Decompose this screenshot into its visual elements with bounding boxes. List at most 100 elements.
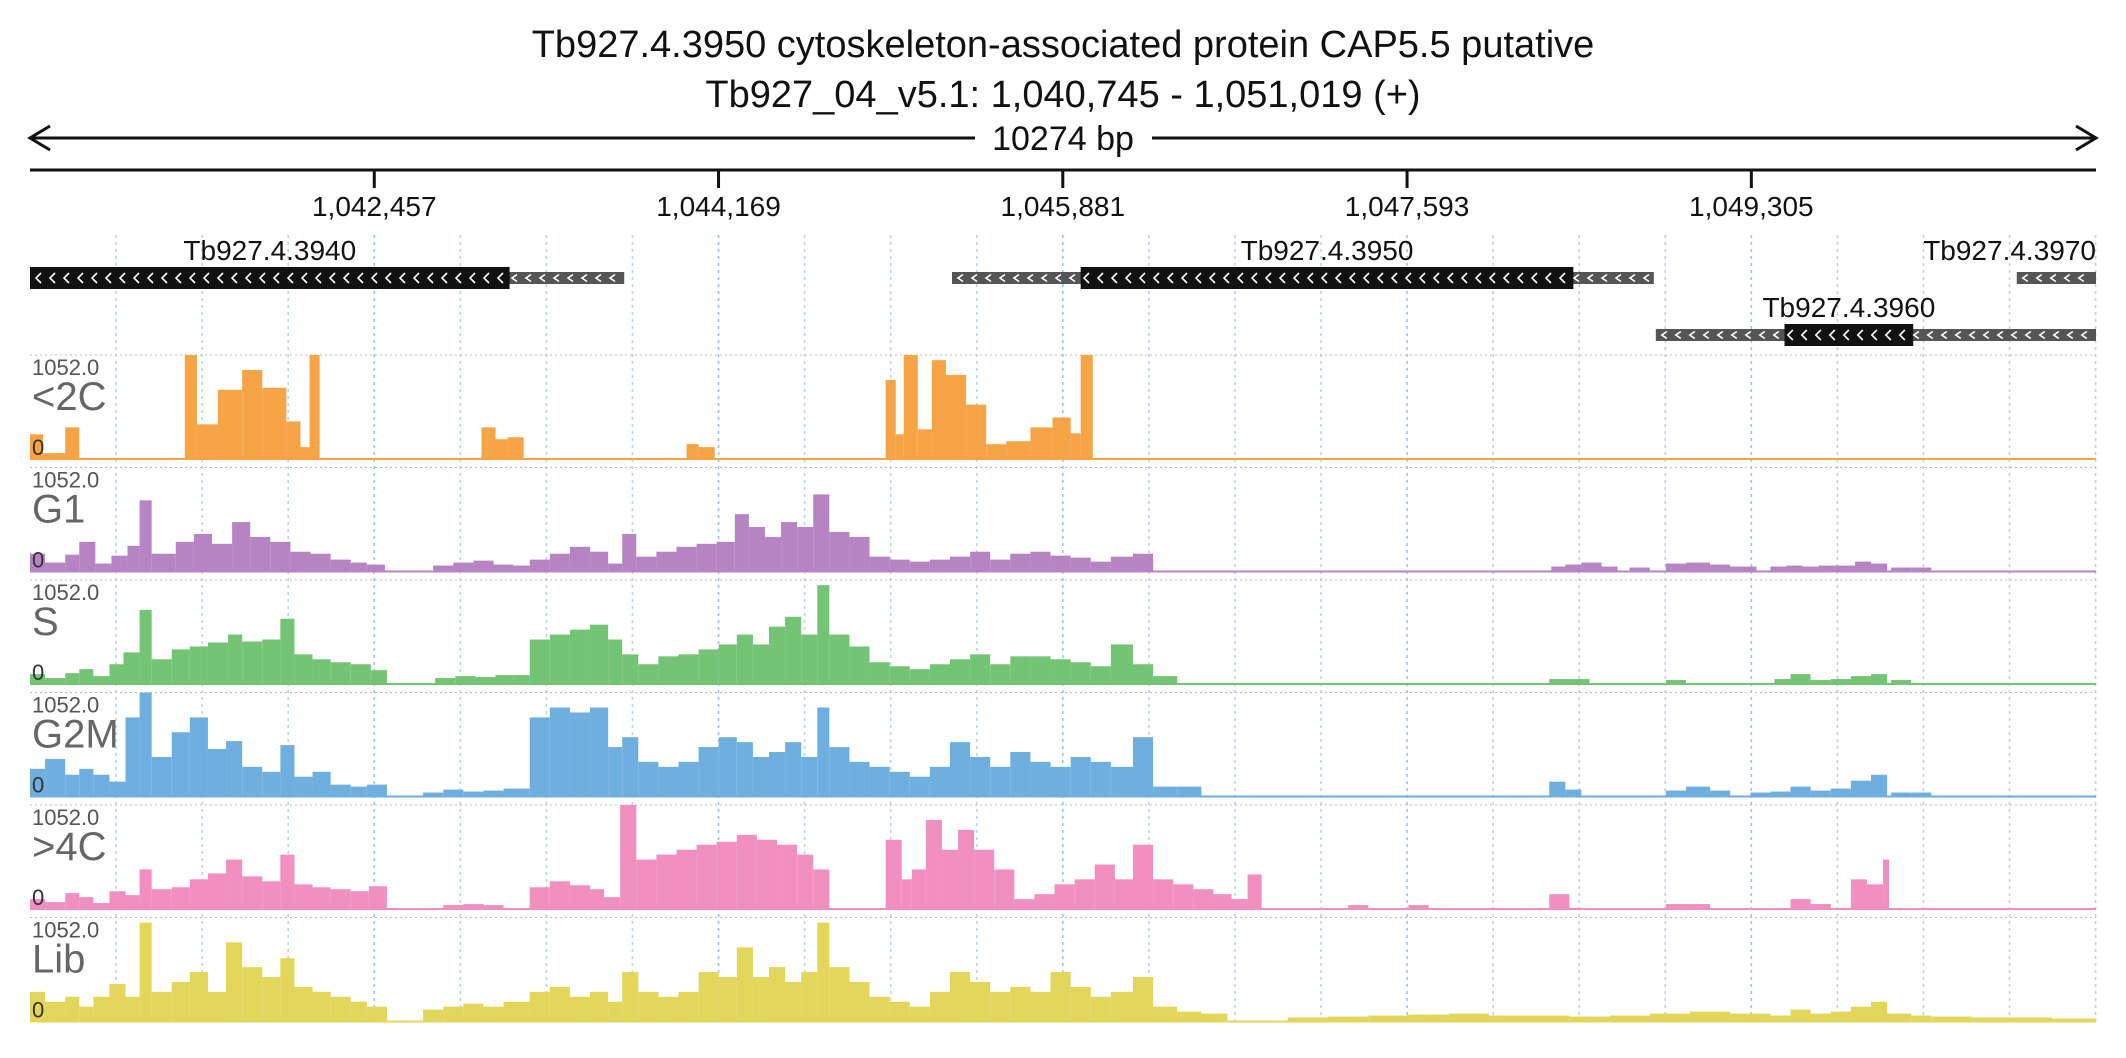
coverage-bar bbox=[769, 626, 786, 684]
coverage-bar bbox=[885, 379, 896, 459]
track-max-label: 1052.0 bbox=[32, 580, 99, 605]
strand-chevron-icon bbox=[1586, 273, 1594, 283]
coverage-bar bbox=[250, 536, 271, 572]
strand-chevron-icon bbox=[1954, 330, 1962, 340]
gene-tb927-4-3960[interactable]: Tb927.4.3960 bbox=[1655, 292, 2096, 346]
coverage-bar bbox=[139, 609, 152, 684]
strand-chevron-icon bbox=[1208, 272, 1216, 284]
coverage-bar bbox=[513, 565, 530, 572]
coverage-bar bbox=[1834, 565, 1855, 572]
strand-chevron-icon bbox=[496, 272, 504, 284]
coverage-bar bbox=[463, 904, 484, 909]
coverage-bar bbox=[65, 893, 80, 909]
gene-tb927-4-3970[interactable]: Tb927.4.3970 bbox=[1923, 235, 2096, 284]
coverage-bar bbox=[658, 996, 679, 1022]
strand-chevron-icon bbox=[1674, 330, 1682, 340]
strand-chevron-icon bbox=[984, 273, 992, 283]
coverage-bar bbox=[698, 747, 719, 797]
coverage-bar bbox=[958, 829, 975, 909]
coverage-bar bbox=[909, 1006, 930, 1022]
coverage-bar bbox=[1193, 889, 1214, 909]
coverage-bar bbox=[849, 761, 870, 797]
coverage-bar bbox=[903, 355, 918, 459]
gene-utr bbox=[2016, 272, 2096, 284]
coverage-bar bbox=[1786, 565, 1803, 572]
ruler-tick-label: 1,044,169 bbox=[656, 191, 781, 222]
gene-label: Tb927.4.3940 bbox=[183, 235, 356, 266]
coverage-bar bbox=[175, 541, 194, 572]
coverage-bar bbox=[109, 891, 126, 909]
coverage-bar bbox=[1010, 553, 1031, 572]
coverage-bar bbox=[228, 634, 243, 684]
strand-chevron-icon bbox=[1264, 272, 1272, 284]
strand-chevron-icon bbox=[2066, 330, 2074, 340]
coverage-bar bbox=[1665, 680, 1686, 684]
strand-chevron-icon bbox=[1138, 272, 1146, 284]
coverage-bar bbox=[909, 561, 930, 572]
coverage-bar bbox=[1581, 562, 1602, 572]
coverage-bar bbox=[294, 884, 313, 909]
coverage-bar bbox=[1153, 786, 1178, 797]
coverage-bar bbox=[764, 536, 782, 572]
coverage-bar bbox=[829, 531, 850, 572]
coverage-bar bbox=[990, 664, 1011, 684]
coverage-bar bbox=[608, 1001, 623, 1022]
coverage-bar bbox=[309, 355, 320, 459]
coverage-bar bbox=[65, 774, 80, 797]
coverage-bar bbox=[1850, 676, 1871, 684]
gene-tb927-4-3940[interactable]: Tb927.4.3940 bbox=[30, 235, 625, 289]
coverage-bar bbox=[30, 991, 46, 1022]
coverage-bar bbox=[949, 742, 971, 797]
coverage-bar bbox=[658, 766, 679, 797]
coverage-bar bbox=[638, 761, 659, 797]
coverage-bar bbox=[549, 553, 570, 572]
coverage-bar bbox=[109, 781, 126, 797]
coverage-bar bbox=[1070, 756, 1091, 797]
gene-cds bbox=[1080, 267, 1574, 289]
coverage-bar bbox=[495, 675, 514, 684]
coverage-bar bbox=[151, 553, 176, 572]
gene-label: Tb927.4.3950 bbox=[1241, 235, 1414, 266]
coverage-bar bbox=[1689, 1011, 1731, 1022]
strand-chevron-icon bbox=[244, 272, 252, 284]
track-name: G2M bbox=[32, 713, 119, 757]
coverage-bar bbox=[262, 639, 281, 684]
coverage-bar bbox=[1730, 566, 1757, 572]
strand-chevron-icon bbox=[132, 272, 140, 284]
coverage-bar bbox=[1110, 644, 1133, 684]
strand-chevron-icon bbox=[1236, 272, 1244, 284]
coverage-bar bbox=[1231, 899, 1248, 909]
coverage-bar bbox=[1177, 786, 1202, 797]
gene-tb927-4-3950[interactable]: Tb927.4.3950 bbox=[951, 235, 1654, 289]
track-name: <2C bbox=[32, 375, 107, 419]
strand-chevron-icon bbox=[48, 272, 56, 284]
coverage-bar bbox=[1830, 788, 1851, 797]
coverage-bar bbox=[849, 536, 870, 572]
coverage-bar bbox=[45, 678, 66, 684]
coverage-bar bbox=[736, 634, 753, 684]
coverage-bar bbox=[79, 1006, 94, 1022]
strand-chevron-icon bbox=[1418, 272, 1426, 284]
coverage-bar bbox=[817, 707, 830, 797]
coverage-bar bbox=[226, 741, 243, 797]
coverage-bar bbox=[1685, 786, 1711, 797]
coverage-bar bbox=[65, 996, 80, 1022]
coverage-bar bbox=[1014, 899, 1035, 909]
coverage-bar bbox=[990, 766, 1011, 797]
coverage-bar bbox=[569, 546, 591, 572]
strand-chevron-icon bbox=[2080, 330, 2088, 340]
coverage-bar bbox=[949, 556, 971, 572]
coverage-bar bbox=[990, 559, 1011, 572]
coverage-bar bbox=[1850, 879, 1867, 909]
coverage-bar bbox=[549, 986, 570, 1022]
coverage-bar bbox=[207, 642, 229, 684]
coverage-bar bbox=[226, 942, 243, 1022]
coverage-bar bbox=[676, 546, 697, 572]
coverage-bar bbox=[1830, 1011, 1851, 1022]
coverage-bar bbox=[1911, 567, 1932, 572]
strand-chevron-icon bbox=[482, 272, 490, 284]
coverage-bar bbox=[1790, 674, 1811, 684]
coverage-bar bbox=[1891, 567, 1912, 572]
coverage-bar bbox=[569, 629, 591, 684]
coverage-bar bbox=[801, 634, 818, 684]
